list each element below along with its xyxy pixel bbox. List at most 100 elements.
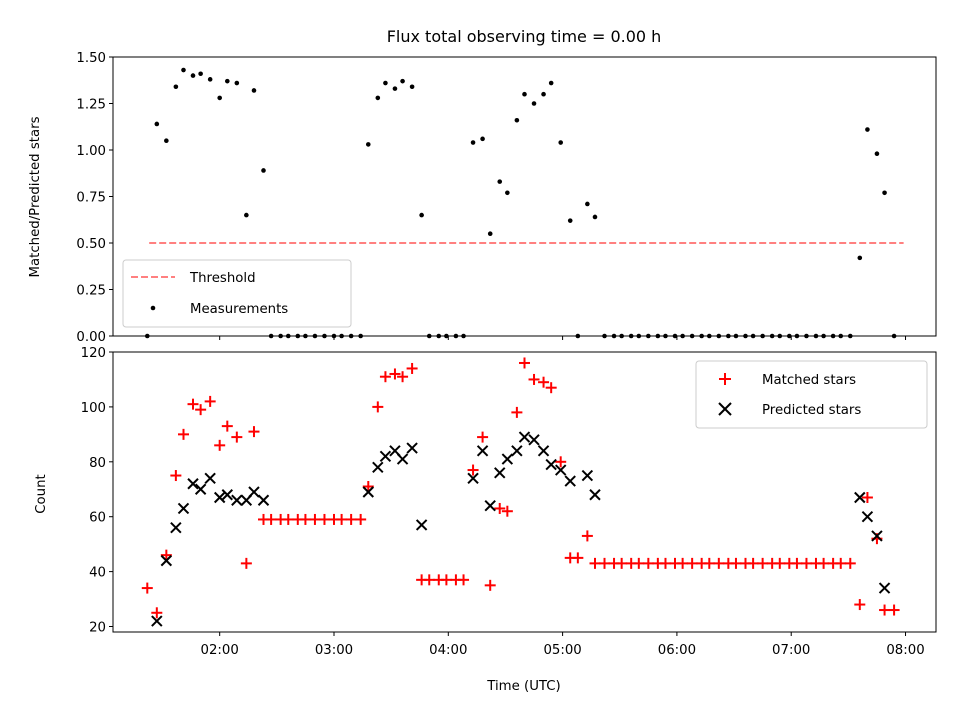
- legend-measurements-label: Measurements: [190, 302, 288, 317]
- matched-star-point: [177, 428, 189, 440]
- measurement-point: [882, 190, 887, 196]
- matched-star-point: [757, 557, 769, 569]
- bottom-x-tick-label: 04:00: [429, 643, 467, 658]
- matched-star-point: [581, 530, 593, 542]
- matched-star-point: [791, 557, 803, 569]
- predicted-star-point: [494, 467, 506, 479]
- matched-star-point: [336, 513, 348, 525]
- bottom-x-tick-label: 03:00: [315, 643, 353, 658]
- matched-star-point: [160, 549, 172, 561]
- matched-star-point: [519, 357, 530, 369]
- top-y-tick-label: 1.25: [76, 98, 106, 113]
- top-axes-frame: [112, 56, 937, 337]
- predicted-star-point: [204, 472, 216, 484]
- predicted-star-point: [213, 491, 226, 504]
- legend-matched-label: Matched stars: [762, 373, 856, 388]
- top-y-tick-label: 0.50: [76, 237, 106, 252]
- matched-star-point: [844, 557, 856, 569]
- matched-star-point: [299, 513, 311, 525]
- top-y-tick-label: 0.00: [76, 330, 106, 345]
- measurement-point: [505, 190, 510, 196]
- measurement-point: [383, 80, 388, 86]
- matched-star-point: [774, 557, 786, 569]
- predicted-star-point: [861, 510, 874, 523]
- matched-star-point: [187, 398, 199, 410]
- top-y-tick-label: 1.00: [76, 144, 106, 159]
- matched-star-point: [572, 552, 584, 564]
- matched-star-point: [379, 371, 391, 383]
- bottom-panel: Count Time (UTC) 20 40 60 80 100 120 02:00 03:…: [34, 346, 937, 694]
- predicted-star-point: [467, 472, 479, 484]
- measurement-point: [392, 86, 398, 91]
- matched-star-point: [248, 426, 260, 438]
- measurement-point: [541, 91, 546, 97]
- measurement-point: [181, 67, 186, 73]
- bottom-y-tick-label: 100: [81, 401, 106, 416]
- matched-star-point: [555, 456, 567, 468]
- legend-threshold-label: Threshold: [189, 271, 256, 286]
- matched-star-point: [494, 502, 506, 514]
- measurement-point: [375, 95, 381, 101]
- matched-star-point: [879, 604, 891, 616]
- matched-star-point: [406, 362, 418, 374]
- top-y-ticks: 0.00 0.25 0.50 0.75 1.00 1.25 1.50: [76, 51, 113, 345]
- bottom-y-axis-label: Count: [34, 474, 49, 514]
- matched-star-point: [599, 557, 611, 569]
- bottom-plot-area: [141, 357, 900, 627]
- measurement-point: [865, 127, 870, 132]
- matched-star-point: [800, 557, 812, 569]
- legend-predicted-swatch: [718, 402, 732, 416]
- predicted-star-point: [257, 494, 270, 506]
- predicted-star-point: [194, 483, 207, 495]
- predicted-star-point: [854, 491, 866, 504]
- top-y-tick-label: 0.75: [76, 191, 106, 206]
- measurement-point: [190, 73, 196, 78]
- bottom-axes-frame: [112, 351, 937, 633]
- predicted-star-point: [362, 486, 374, 498]
- matched-star-point: [195, 404, 207, 416]
- measurement-point: [522, 91, 527, 97]
- matched-star-point: [265, 513, 277, 525]
- measurement-point: [497, 179, 503, 184]
- matched-star-point: [467, 464, 479, 476]
- measurement-point: [251, 88, 257, 93]
- bottom-y-tick-label: 120: [81, 346, 106, 361]
- matched-star-point: [318, 513, 330, 525]
- matched-star-point: [423, 574, 435, 586]
- measurement-point: [261, 168, 266, 173]
- matched-star-point: [713, 557, 725, 569]
- predicted-star-point: [484, 500, 496, 512]
- matched-star-point: [589, 557, 601, 569]
- measurement-point: [585, 201, 590, 207]
- measurement-point: [207, 77, 213, 82]
- predicted-star-point: [545, 458, 557, 471]
- measurement-point: [154, 121, 160, 127]
- matched-star-point: [861, 491, 873, 503]
- matched-star-point: [730, 557, 742, 569]
- measurement-point: [480, 136, 485, 142]
- matched-star-point: [835, 557, 847, 569]
- matched-star-point: [686, 557, 698, 569]
- predicted-star-point: [871, 530, 883, 542]
- bottom-y-tick-label: 20: [89, 621, 106, 636]
- matched-star-point: [677, 557, 689, 569]
- predicted-star-point: [518, 431, 531, 443]
- measurement-point: [217, 95, 222, 101]
- measurement-point: [470, 140, 476, 145]
- measurement-point: [234, 80, 240, 86]
- matched-star-point: [538, 376, 550, 388]
- top-legend-box: [122, 259, 352, 328]
- matched-star-point: [231, 431, 243, 443]
- matched-star-point: [204, 395, 216, 407]
- predicted-star-point: [415, 519, 428, 531]
- measurement-point: [198, 71, 203, 77]
- predicted-star-point: [554, 464, 567, 476]
- predicted-star-point: [537, 445, 550, 457]
- measurement-point: [409, 84, 415, 90]
- predicted-star-point: [160, 554, 173, 567]
- bottom-y-tick-label: 60: [89, 511, 106, 526]
- top-chart-title: Flux total observing time = 0.00 h: [387, 27, 662, 46]
- measurement-point: [592, 214, 598, 220]
- predicted-star-point: [221, 489, 234, 501]
